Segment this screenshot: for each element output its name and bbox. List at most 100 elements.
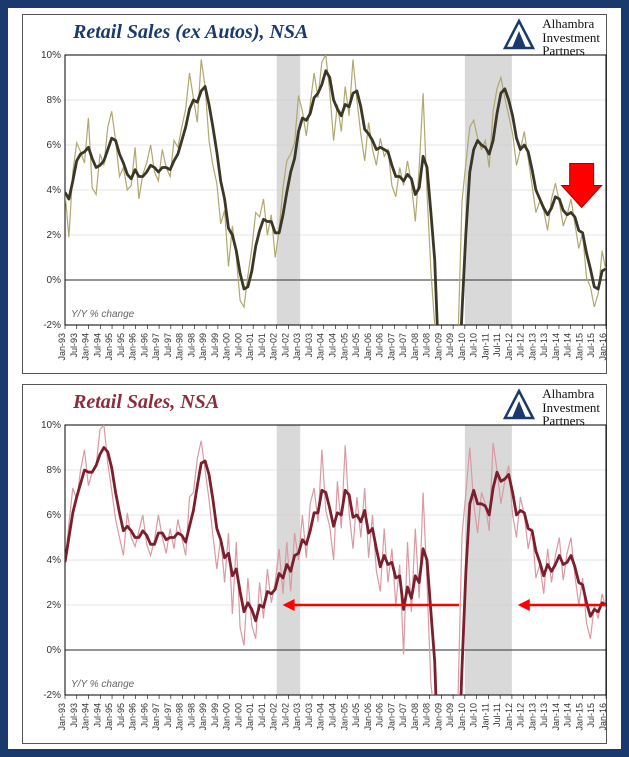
svg-text:4%: 4% <box>47 555 62 566</box>
svg-text:Jul-08: Jul-08 <box>422 333 432 358</box>
svg-text:Jul-01: Jul-01 <box>257 333 267 358</box>
svg-text:Jan-10: Jan-10 <box>457 703 467 731</box>
svg-text:Jan-98: Jan-98 <box>175 333 185 361</box>
svg-text:10%: 10% <box>41 420 61 431</box>
svg-text:Jul-94: Jul-94 <box>92 703 102 728</box>
svg-text:Jan-01: Jan-01 <box>245 333 255 361</box>
svg-text:Jul-07: Jul-07 <box>398 333 408 358</box>
svg-text:Jul-06: Jul-06 <box>375 703 385 728</box>
svg-text:Jul-08: Jul-08 <box>422 703 432 728</box>
chart-panel-total: Retail Sales, NSA AlhambraInvestmentPart… <box>22 384 607 744</box>
svg-text:0%: 0% <box>47 275 62 286</box>
svg-text:Jan-15: Jan-15 <box>574 703 584 731</box>
svg-text:Jan-09: Jan-09 <box>433 703 443 731</box>
svg-text:0%: 0% <box>47 645 62 656</box>
svg-text:Jan-16: Jan-16 <box>598 333 608 361</box>
svg-text:2%: 2% <box>47 600 62 611</box>
svg-text:Jan-13: Jan-13 <box>527 333 537 361</box>
svg-text:Jan-06: Jan-06 <box>363 333 373 361</box>
svg-text:Jul-95: Jul-95 <box>116 703 126 728</box>
svg-text:Jan-00: Jan-00 <box>222 333 232 361</box>
svg-text:Jan-00: Jan-00 <box>222 703 232 731</box>
svg-text:Jan-08: Jan-08 <box>410 703 420 731</box>
svg-text:Jul-15: Jul-15 <box>586 703 596 728</box>
svg-text:Y/Y % change: Y/Y % change <box>71 679 135 690</box>
svg-text:Jul-97: Jul-97 <box>163 703 173 728</box>
svg-text:-2%: -2% <box>43 320 61 331</box>
svg-text:Jul-14: Jul-14 <box>563 703 573 728</box>
svg-text:Jul-96: Jul-96 <box>139 333 149 358</box>
svg-text:6%: 6% <box>47 510 62 521</box>
svg-text:Jul-93: Jul-93 <box>69 703 79 728</box>
svg-text:Jan-95: Jan-95 <box>104 703 114 731</box>
svg-text:8%: 8% <box>47 465 62 476</box>
svg-text:Jan-93: Jan-93 <box>57 333 67 361</box>
svg-text:Jan-05: Jan-05 <box>339 333 349 361</box>
svg-text:Jul-07: Jul-07 <box>398 703 408 728</box>
svg-text:Jan-99: Jan-99 <box>198 703 208 731</box>
svg-text:Jan-98: Jan-98 <box>175 703 185 731</box>
svg-text:Y/Y % change: Y/Y % change <box>71 309 135 320</box>
svg-text:Jan-97: Jan-97 <box>151 703 161 731</box>
svg-text:Jul-11: Jul-11 <box>492 703 502 727</box>
svg-text:Jan-97: Jan-97 <box>151 333 161 361</box>
svg-text:Jan-14: Jan-14 <box>551 703 561 731</box>
svg-text:Jul-09: Jul-09 <box>445 333 455 358</box>
svg-text:Jan-15: Jan-15 <box>574 333 584 361</box>
svg-text:Jul-06: Jul-06 <box>375 333 385 358</box>
svg-text:Jan-07: Jan-07 <box>386 703 396 731</box>
svg-text:Jan-03: Jan-03 <box>292 703 302 731</box>
svg-text:Jan-14: Jan-14 <box>551 333 561 361</box>
chart1-plot: -2%0%2%4%6%8%10%Jan-93Jul-93Jan-94Jul-94… <box>23 15 616 373</box>
chart-panel-ex-autos: Retail Sales (ex Autos), NSA AlhambraInv… <box>22 14 607 374</box>
svg-text:8%: 8% <box>47 95 62 106</box>
svg-text:Jul-05: Jul-05 <box>351 703 361 728</box>
svg-text:Jul-03: Jul-03 <box>304 703 314 728</box>
svg-text:Jul-97: Jul-97 <box>163 333 173 358</box>
svg-text:Jan-01: Jan-01 <box>245 703 255 731</box>
svg-text:Jan-11: Jan-11 <box>480 333 490 360</box>
chart2-plot: -2% 0% 2% 4% 6% 8% 10% Jan-93Jul-93Jan-94Jul-94… <box>23 385 616 743</box>
svg-text:Jul-10: Jul-10 <box>469 333 479 358</box>
page: Retail Sales (ex Autos), NSA AlhambraInv… <box>0 0 629 757</box>
svg-text:Jan-95: Jan-95 <box>104 333 114 361</box>
svg-text:Jan-13: Jan-13 <box>527 703 537 731</box>
svg-text:Jan-94: Jan-94 <box>81 333 91 361</box>
svg-text:Jul-99: Jul-99 <box>210 333 220 358</box>
svg-text:Jan-08: Jan-08 <box>410 333 420 361</box>
svg-text:Jan-12: Jan-12 <box>504 333 514 361</box>
svg-text:Jan-03: Jan-03 <box>292 333 302 361</box>
svg-text:2%: 2% <box>47 230 62 241</box>
svg-text:Jul-01: Jul-01 <box>257 703 267 728</box>
svg-text:Jan-93: Jan-93 <box>57 703 67 731</box>
svg-text:Jan-02: Jan-02 <box>269 333 279 361</box>
svg-text:Jan-94: Jan-94 <box>81 703 91 731</box>
svg-text:Jan-11: Jan-11 <box>480 703 490 730</box>
svg-text:Jul-09: Jul-09 <box>445 703 455 728</box>
svg-text:Jul-13: Jul-13 <box>539 333 549 358</box>
svg-text:Jan-10: Jan-10 <box>457 333 467 361</box>
svg-text:Jul-11: Jul-11 <box>492 333 502 357</box>
svg-text:Jan-99: Jan-99 <box>198 333 208 361</box>
svg-text:Jan-09: Jan-09 <box>433 333 443 361</box>
svg-text:Jul-94: Jul-94 <box>92 333 102 358</box>
svg-text:Jan-96: Jan-96 <box>128 703 138 731</box>
svg-text:Jul-96: Jul-96 <box>139 703 149 728</box>
svg-text:Jul-95: Jul-95 <box>116 333 126 358</box>
svg-text:4%: 4% <box>47 185 62 196</box>
svg-text:Jul-93: Jul-93 <box>69 333 79 358</box>
svg-text:Jul-04: Jul-04 <box>328 333 338 358</box>
svg-text:Jul-98: Jul-98 <box>186 703 196 728</box>
svg-text:6%: 6% <box>47 140 62 151</box>
svg-text:Jul-15: Jul-15 <box>586 333 596 358</box>
svg-text:Jan-05: Jan-05 <box>339 703 349 731</box>
svg-text:Jan-02: Jan-02 <box>269 703 279 731</box>
svg-text:-2%: -2% <box>43 690 61 701</box>
svg-text:Jul-02: Jul-02 <box>280 703 290 728</box>
svg-text:Jul-02: Jul-02 <box>280 333 290 358</box>
svg-text:Jul-12: Jul-12 <box>516 703 526 728</box>
svg-text:Jul-03: Jul-03 <box>304 333 314 358</box>
svg-text:Jan-16: Jan-16 <box>598 703 608 731</box>
svg-text:Jan-96: Jan-96 <box>128 333 138 361</box>
svg-text:Jan-04: Jan-04 <box>316 333 326 361</box>
